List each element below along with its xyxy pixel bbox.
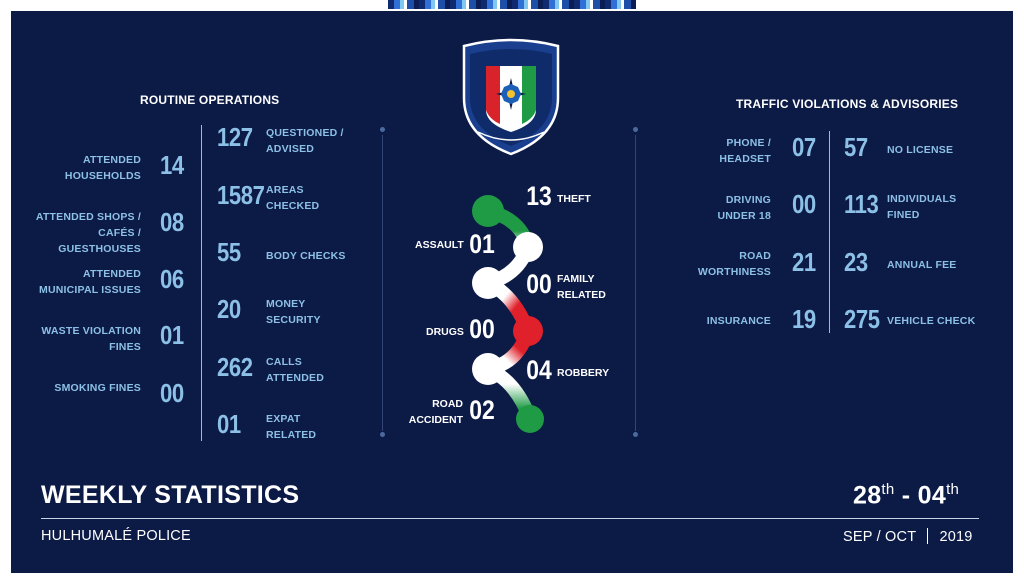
routine-right-label: AREAS CHECKED [266,184,320,212]
routine-right-label: CALLS ATTENDED [266,356,324,384]
traffic-right-value: 113 [844,189,879,219]
crime-value-family: 00 [526,269,552,299]
traffic-right-value: 57 [844,132,868,162]
routine-right-label: QUESTIONED / ADVISED [266,127,344,155]
routine-right-label: BODY CHECKS [266,250,346,262]
months: SEP / OCT [843,529,916,545]
routine-left-label: SMOKING FINES [54,382,141,394]
date-end: 04 [917,481,947,510]
routine-right-label: MONEY SECURITY [266,298,321,326]
routine-left-value: 01 [160,320,184,350]
traffic-left-label: ROAD WORTHINESS [697,250,771,278]
footer-divider [41,518,979,519]
separator-dot [633,432,638,437]
traffic-right-label: NO LICENSE [887,144,954,156]
date-range: 28th - 04th [853,481,959,510]
separator-dot [380,127,385,132]
crime-value-assault: 01 [469,229,495,259]
traffic-left-value: 00 [792,189,816,219]
routine-left-label: WASTE VIOLATION FINES [41,325,141,353]
month-year: SEP / OCT 2019 [843,528,973,545]
routine-left-value: 14 [160,150,184,180]
year: 2019 [939,529,973,545]
routine-right-value: 20 [217,294,241,324]
traffic-divider [829,131,830,333]
police-emblem-icon [462,38,560,156]
separator-dot [380,432,385,437]
right-separator-line [635,135,636,431]
routine-divider [201,125,202,441]
traffic-left-label: INSURANCE [706,315,771,327]
separator-dot [633,127,638,132]
date-end-suffix: th [946,481,960,498]
crime-label-assault: ASSAULT [415,239,464,251]
stats-panel: ROUTINE OPERATIONS ATTENDED HOUSEHOLDS 1… [11,11,1013,573]
routine-left-value: 08 [160,207,184,237]
crime-value-road-accident: 02 [469,395,495,425]
traffic-right-label: INDIVIDUALS FINED [887,193,957,221]
traffic-title: TRAFFIC VIOLATIONS & ADVISORIES [736,97,959,111]
crime-value-theft: 13 [526,181,552,211]
organization-name: HULHUMALÉ POLICE [41,528,191,544]
routine-right-value: 262 [217,352,253,382]
routine-left-value: 06 [160,264,184,294]
routine-right-value: 127 [217,122,253,152]
top-color-strip [388,0,636,9]
traffic-right-label: VEHICLE CHECK [887,315,976,327]
routine-right-value: 1587 [217,180,265,210]
crime-label-road-accident: ROAD ACCIDENT [408,398,463,426]
crime-chain-graphic [472,195,544,433]
routine-right-label: EXPAT RELATED [266,413,317,441]
crime-label-family: FAMILY RELATED [557,273,606,301]
crime-label-robbery: ROBBERY [557,367,610,379]
crime-value-robbery: 04 [526,355,552,385]
routine-right-value: 01 [217,409,241,439]
traffic-left-value: 21 [792,247,816,277]
month-year-divider [927,528,929,544]
traffic-left-value: 19 [792,304,816,334]
routine-left-value: 00 [160,378,184,408]
routine-operations-title: ROUTINE OPERATIONS [140,93,280,107]
date-separator: - [894,481,918,510]
traffic-left-value: 07 [792,132,816,162]
crime-value-drugs: 00 [469,314,495,344]
routine-left-label: ATTENDED SHOPS / CAFÉS / GUESTHOUSES [35,211,141,255]
traffic-left-label: DRIVING UNDER 18 [717,194,771,222]
date-start: 28 [853,481,882,510]
routine-left-label: ATTENDED HOUSEHOLDS [64,154,141,182]
crime-label-theft: THEFT [557,193,591,205]
traffic-right-value: 23 [844,247,868,277]
traffic-right-label: ANNUAL FEE [887,259,957,271]
traffic-left-label: PHONE / HEADSET [719,137,771,165]
page-title: WEEKLY STATISTICS [41,481,300,509]
date-start-suffix: th [881,481,895,498]
routine-left-label: ATTENDED MUNICIPAL ISSUES [39,268,141,296]
left-separator-line [382,135,383,431]
crime-label-drugs: DRUGS [426,326,464,338]
traffic-right-value: 275 [844,304,880,334]
routine-right-value: 55 [217,237,241,267]
